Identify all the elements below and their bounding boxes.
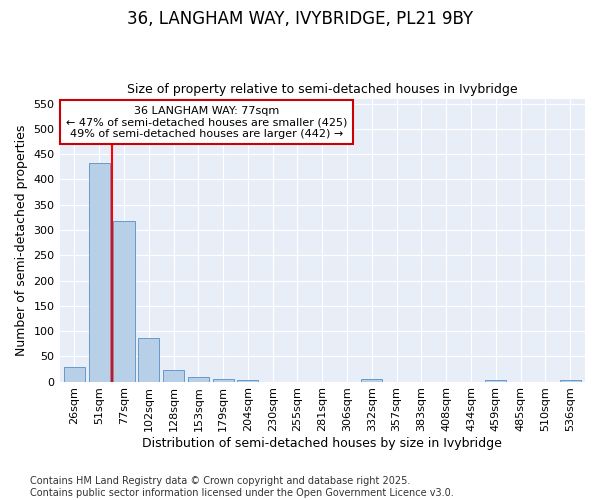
Bar <box>113 221 134 382</box>
Text: 36 LANGHAM WAY: 77sqm
← 47% of semi-detached houses are smaller (425)
49% of sem: 36 LANGHAM WAY: 77sqm ← 47% of semi-deta… <box>66 106 347 139</box>
Bar <box>64 368 85 382</box>
Bar <box>163 370 184 382</box>
X-axis label: Distribution of semi-detached houses by size in Ivybridge: Distribution of semi-detached houses by … <box>142 437 502 450</box>
Bar <box>188 376 209 382</box>
Bar <box>361 379 382 382</box>
Text: 36, LANGHAM WAY, IVYBRIDGE, PL21 9BY: 36, LANGHAM WAY, IVYBRIDGE, PL21 9BY <box>127 10 473 28</box>
Title: Size of property relative to semi-detached houses in Ivybridge: Size of property relative to semi-detach… <box>127 83 518 96</box>
Bar <box>560 380 581 382</box>
Bar <box>212 378 233 382</box>
Bar <box>138 338 160 382</box>
Bar <box>485 380 506 382</box>
Bar <box>89 163 110 382</box>
Bar <box>238 380 259 382</box>
Text: Contains HM Land Registry data © Crown copyright and database right 2025.
Contai: Contains HM Land Registry data © Crown c… <box>30 476 454 498</box>
Y-axis label: Number of semi-detached properties: Number of semi-detached properties <box>15 124 28 356</box>
